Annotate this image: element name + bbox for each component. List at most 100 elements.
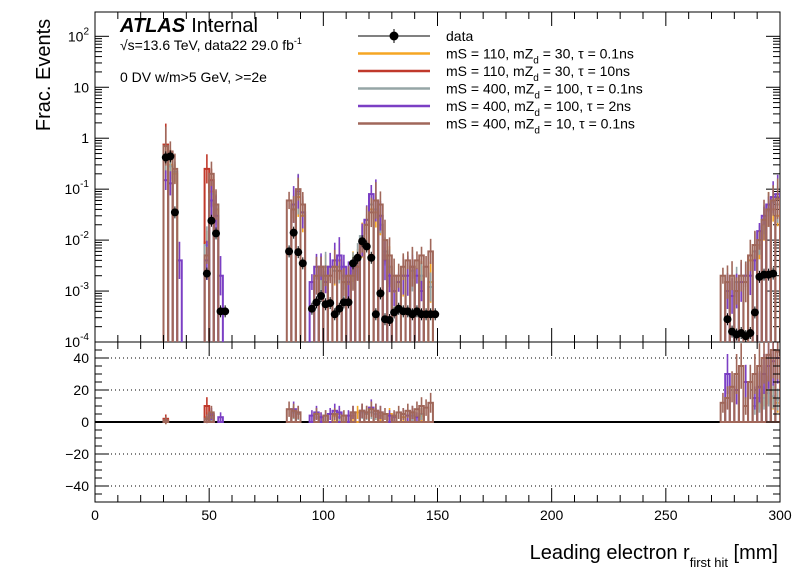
step-bin	[171, 167, 179, 342]
data-point	[294, 248, 303, 257]
x-tick-label: 300	[768, 507, 792, 523]
legend-label: mS = 110, mZd = 30, τ = 10ns	[446, 63, 630, 84]
x-axis-title-unit: [mm]	[728, 542, 778, 564]
data-point	[212, 229, 221, 238]
legend-label-text: mS = 400, mZ	[446, 98, 535, 114]
data-point	[202, 269, 211, 278]
data-point	[207, 216, 216, 225]
x-tick-label: 200	[540, 507, 564, 523]
main-y-tick-label: 10	[73, 79, 89, 95]
legend-label-text: mS = 110, mZ	[446, 63, 534, 79]
tick-base: 10	[65, 181, 81, 197]
legend-label: data	[446, 28, 473, 44]
data-point	[289, 228, 298, 237]
main-series-layer	[161, 123, 780, 342]
x-tick-label: 150	[426, 507, 450, 523]
data-point	[385, 316, 394, 325]
legend-label-text: = 30, τ = 0.1ns	[539, 46, 634, 62]
legend-label-subscript: d	[534, 126, 540, 137]
selection-label: 0 DV w/m>5 GeV, >=2e	[120, 69, 267, 85]
data-point	[170, 208, 179, 217]
main-y-tick-label: 10-4	[65, 332, 90, 350]
tick-exponent: 2	[83, 26, 89, 37]
data-point	[358, 237, 367, 246]
legend-label-subscript: d	[533, 56, 539, 67]
tick-exponent: -2	[80, 230, 89, 241]
data-point	[330, 310, 339, 319]
x-axis-ticks: 0 50 100 150 200 250 300	[91, 12, 792, 523]
x-tick-label: 250	[654, 507, 678, 523]
main-y-tick-label: 10-1	[65, 179, 90, 197]
data-point	[317, 291, 326, 300]
tick-base: 10	[65, 232, 81, 248]
energy-text: √s=13.6 TeV, data22 29.0 fb	[120, 37, 294, 53]
x-tick-label: 100	[312, 507, 336, 523]
data-point	[431, 310, 440, 319]
legend-label-subscript: d	[534, 108, 540, 119]
ratio-gridlines	[95, 357, 780, 487]
main-y-tick-label: 10-3	[65, 281, 90, 299]
legend-label-text: = 100, τ = 0.1ns	[540, 81, 643, 97]
ratio-y-tick-label: −20	[65, 446, 89, 462]
legend-label: mS = 400, mZd = 100, τ = 2ns	[446, 98, 631, 119]
data-point	[166, 152, 175, 161]
legend-label-text: mS = 110, mZ	[446, 46, 534, 62]
data-point	[376, 289, 385, 298]
main-panel-frame	[94, 11, 781, 343]
data-point	[367, 253, 376, 262]
ratio-y-tick-label: 40	[73, 350, 89, 366]
x-axis-title-sub: first hit	[690, 555, 729, 570]
legend-label: mS = 400, mZd = 100, τ = 0.1ns	[446, 81, 643, 102]
energy-label: √s=13.6 TeV, data22 29.0 fb-1	[120, 36, 302, 53]
legend-label-subscript: d	[533, 73, 539, 84]
ratio-y-tick-label: −40	[65, 478, 89, 494]
atlas-status: Internal	[191, 15, 258, 37]
data-point	[221, 307, 230, 316]
data-point	[353, 253, 362, 262]
tick-exponent: -4	[80, 332, 89, 343]
data-point	[298, 259, 307, 268]
y-axis-title: Frac. Events	[33, 19, 55, 131]
tick-base: 10	[68, 28, 84, 44]
x-axis-title: Leading electron rfirst hit [mm]	[530, 542, 778, 570]
legend-label: mS = 400, mZd = 10, τ = 0.1ns	[446, 116, 635, 137]
data-point	[371, 310, 380, 319]
atlas-label: ATLAS Internal	[119, 15, 258, 37]
ratio-y-tick-label: 20	[73, 382, 89, 398]
data-point	[344, 298, 353, 307]
legend-label-text: mS = 400, mZ	[446, 81, 535, 97]
data-point	[750, 308, 759, 317]
ratio-axis-ticks: −40 −20 0 20 40	[65, 341, 780, 503]
data-point	[326, 299, 335, 308]
tick-base: 10	[65, 334, 81, 350]
data-point	[307, 304, 316, 313]
data-point	[769, 269, 778, 278]
legend-label: mS = 110, mZd = 30, τ = 0.1ns	[446, 46, 634, 67]
legend-label-text: = 10, τ = 0.1ns	[540, 116, 635, 132]
x-axis-title-main: Leading electron r	[530, 542, 690, 564]
legend-label-subscript: d	[534, 91, 540, 102]
tick-exponent: -3	[80, 281, 89, 292]
data-point	[362, 242, 371, 251]
data-point	[746, 329, 755, 338]
tick-base: 10	[65, 283, 81, 299]
tick-exponent: -1	[80, 179, 89, 190]
data-point	[335, 304, 344, 313]
ratio-series-layer	[162, 342, 780, 425]
main-y-tick-label: 10-2	[65, 230, 90, 248]
legend-label-text: = 100, τ = 2ns	[540, 98, 631, 114]
energy-superscript: -1	[294, 36, 302, 46]
ratio-y-tick-label: 0	[81, 414, 89, 430]
main-y-tick-label: 1	[81, 130, 89, 146]
legend-label-text: = 30, τ = 10ns	[539, 63, 630, 79]
atlas-brand: ATLAS	[119, 15, 186, 37]
legend-label-text: mS = 400, mZ	[446, 116, 535, 132]
x-tick-label: 50	[201, 507, 217, 523]
x-tick-label: 0	[91, 507, 99, 523]
data-point	[285, 247, 294, 256]
main-y-tick-label: 102	[68, 26, 90, 44]
data-point	[349, 259, 358, 268]
data-point	[312, 298, 321, 307]
